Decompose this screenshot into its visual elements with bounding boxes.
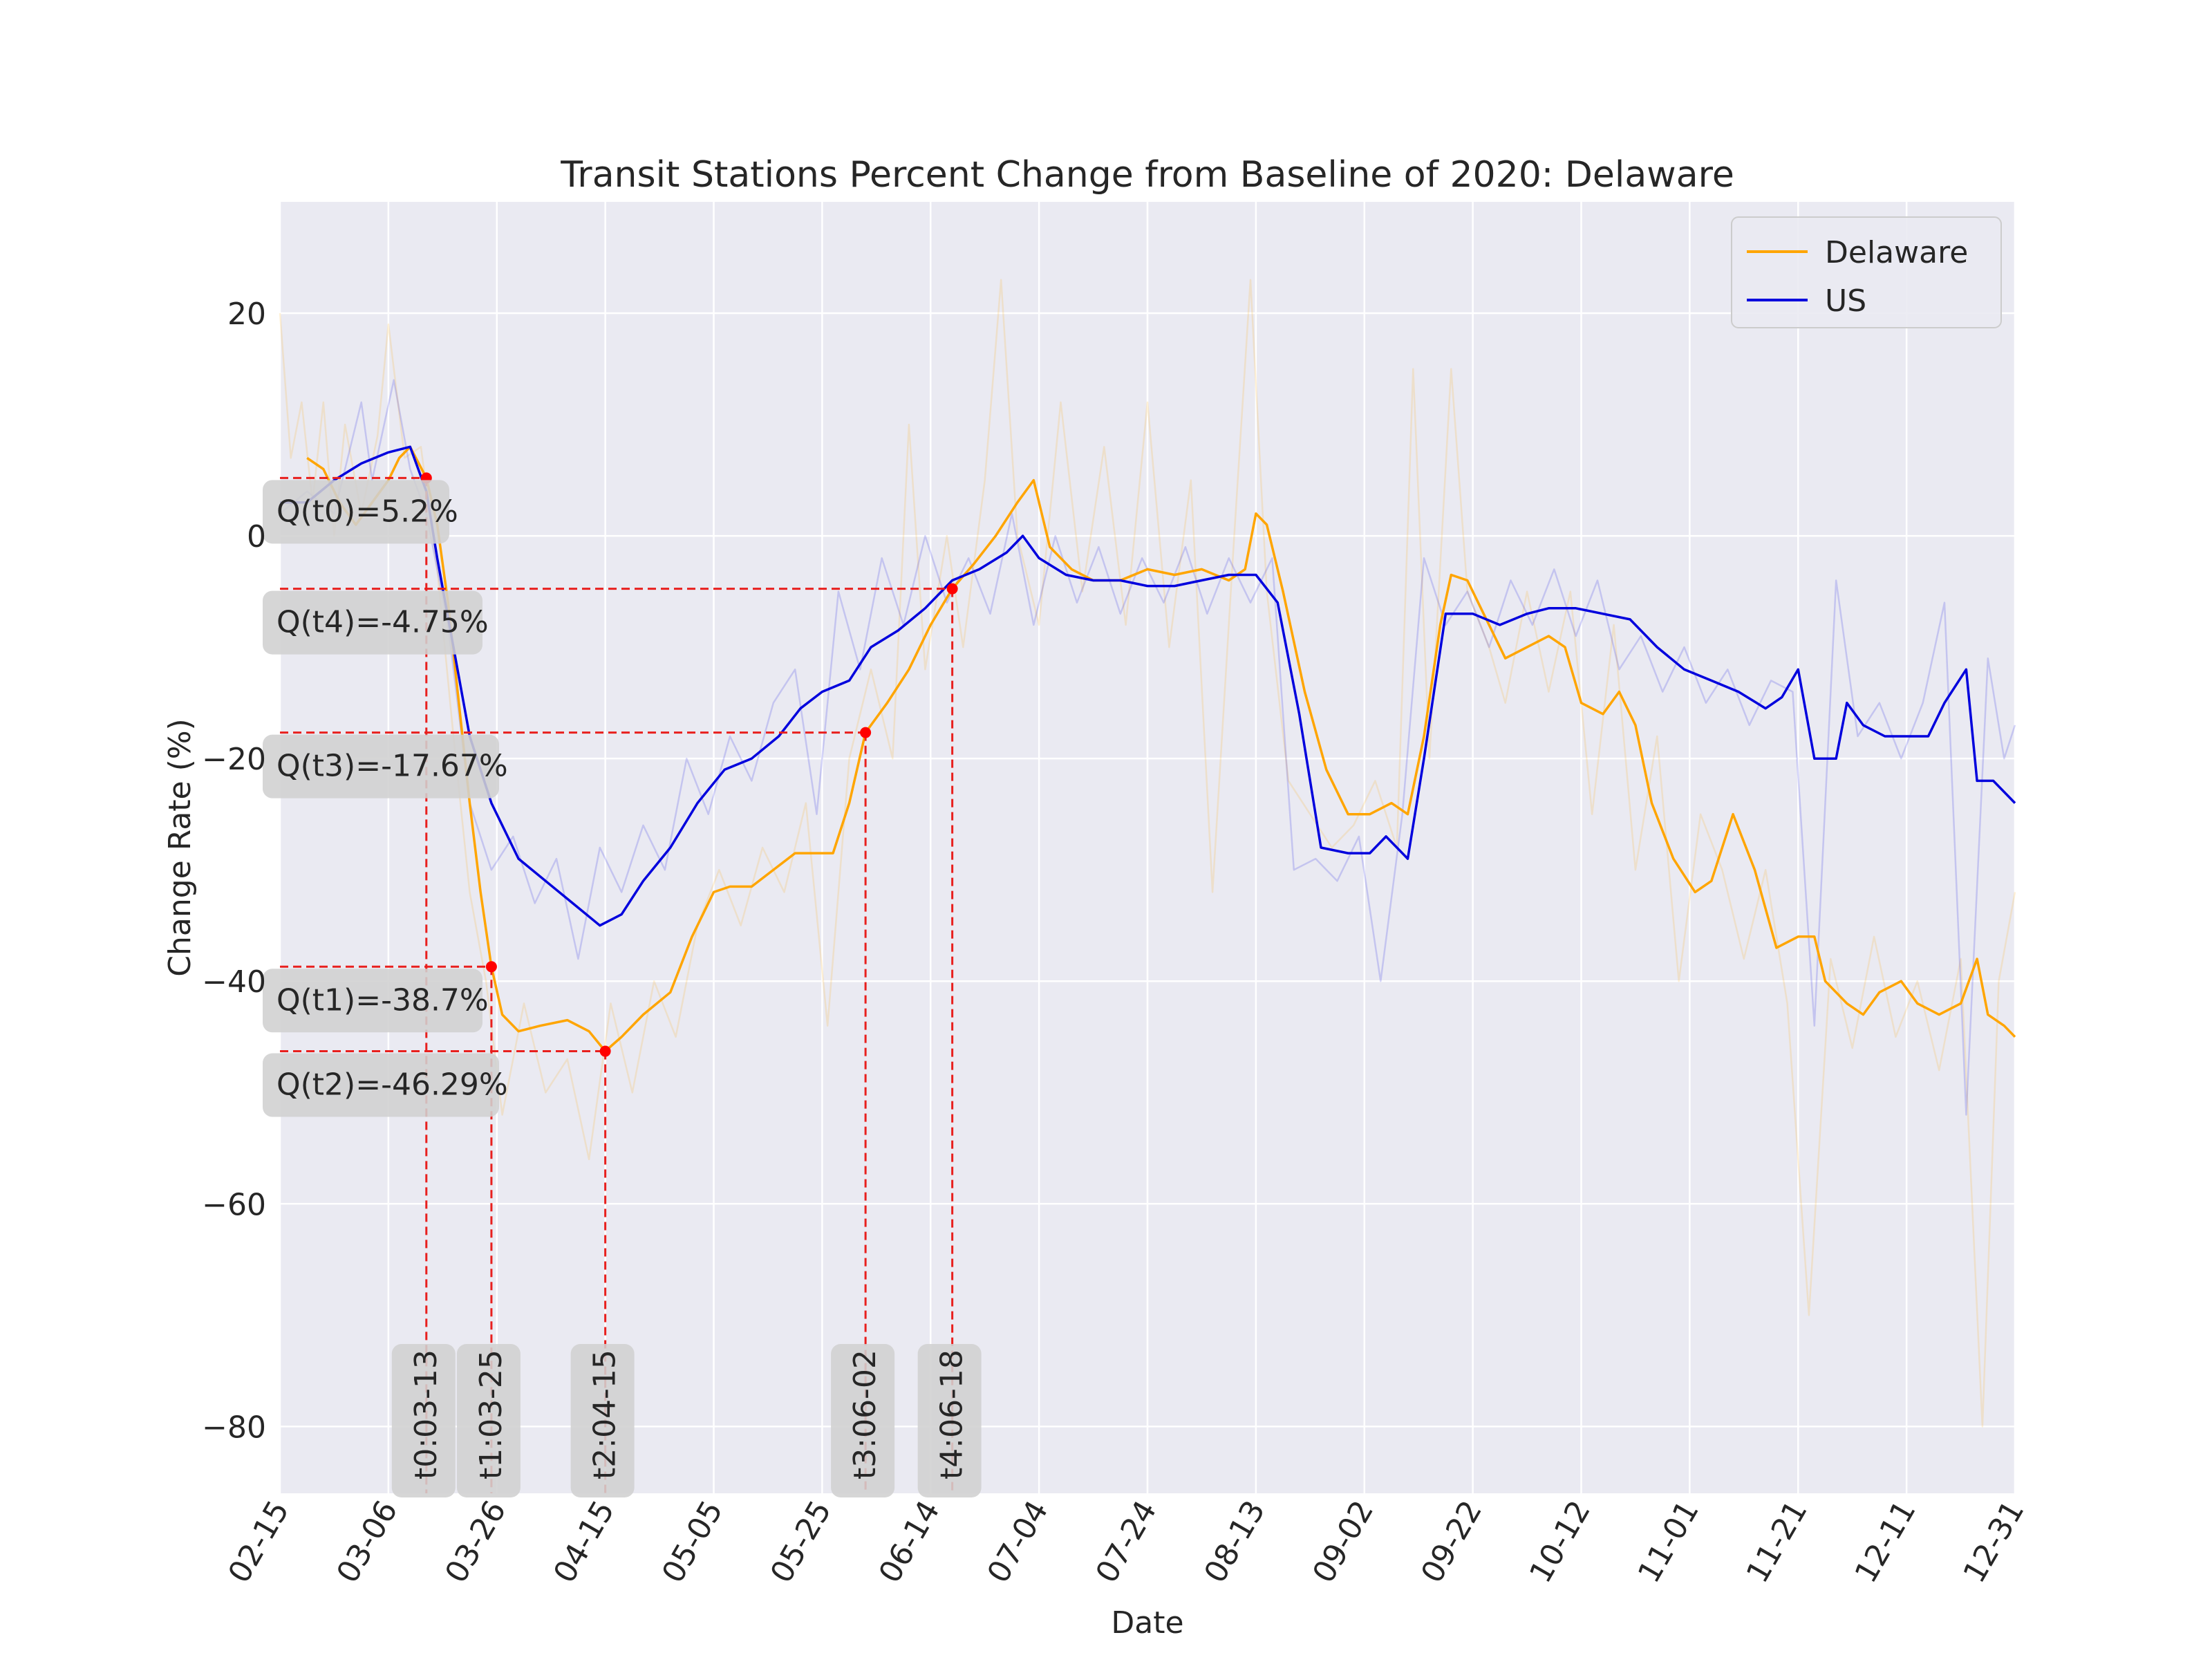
value-label-box-t4	[263, 590, 482, 655]
x-tick-label: 04-15	[547, 1495, 621, 1589]
legend: Delaware US	[1731, 216, 2002, 328]
date-label-box-t1	[456, 1344, 521, 1497]
value-label-box-t0	[263, 480, 449, 544]
x-tick-label: 03-26	[438, 1495, 513, 1589]
x-tick-label: 10-12	[1523, 1495, 1597, 1589]
date-label-t3: t3:06-02	[847, 1350, 883, 1479]
x-tick-label: 12-31	[1956, 1495, 2031, 1589]
x-tick-label: 12-11	[1848, 1495, 1923, 1589]
x-tick-label: 11-21	[1740, 1495, 1815, 1589]
date-label-box-t0	[391, 1344, 456, 1497]
x-tick-label: 02-15	[221, 1495, 296, 1589]
x-tick-label: 07-04	[981, 1495, 1056, 1589]
value-label-box-t3	[263, 734, 499, 799]
series-line-us	[280, 445, 2016, 927]
date-label-t1: t1:03-25	[474, 1350, 509, 1479]
marker-t4	[946, 583, 958, 595]
x-tick-label: 08-13	[1197, 1495, 1272, 1589]
date-label-t2: t2:04-15	[588, 1350, 623, 1479]
y-tick-label: −20	[202, 742, 266, 777]
y-tick-label: −40	[202, 964, 266, 1000]
x-tick-label: 07-24	[1089, 1495, 1163, 1589]
marker-t3	[860, 727, 872, 738]
y-tick-label: −60	[202, 1187, 266, 1222]
marker-t2	[599, 1045, 611, 1057]
legend-label-us: US	[1825, 283, 1866, 319]
date-label-box-t2	[570, 1344, 635, 1497]
x-tick-label: 09-22	[1414, 1495, 1489, 1589]
annotation-guides: Q(t0)=5.2% t0:03-13 Q(t1)=-38.7% t1:03-25 Q(…	[263, 472, 982, 1497]
value-label-box-t2	[263, 1053, 499, 1117]
date-label-t0: t0:03-13	[409, 1350, 444, 1479]
legend-label-delaware: Delaware	[1825, 235, 1968, 270]
value-label-t0: Q(t0)=5.2%	[276, 494, 458, 529]
value-label-t4: Q(t4)=-4.75%	[276, 605, 489, 640]
value-label-t1: Q(t1)=-38.7%	[276, 982, 489, 1018]
chart-title: Transit Stations Percent Change from Bas…	[560, 154, 1734, 196]
x-tick-label: 05-05	[655, 1495, 730, 1589]
marker-t1	[485, 961, 497, 973]
date-label-t4: t4:06-18	[935, 1350, 970, 1479]
x-tick-label: 11-01	[1631, 1495, 1706, 1589]
y-tick-label: 20	[227, 297, 266, 332]
x-axis-label: Date	[1111, 1605, 1183, 1641]
raw-daily-line	[279, 379, 2016, 1116]
series-lines	[280, 445, 2016, 1053]
grid	[279, 202, 2016, 1493]
value-label-box-t1	[263, 969, 482, 1033]
x-tick-label: 03-06	[330, 1495, 404, 1589]
y-tick-label: 0	[247, 519, 266, 554]
y-axis-label: Change Rate (%)	[162, 718, 198, 976]
series-line-delaware	[306, 445, 2016, 1053]
x-tick-label: 09-02	[1306, 1495, 1380, 1589]
value-label-t3: Q(t3)=-17.67%	[276, 749, 508, 784]
date-label-box-t3	[831, 1344, 895, 1497]
x-tick-label: 06-14	[872, 1495, 947, 1589]
value-label-t2: Q(t2)=-46.29%	[276, 1067, 508, 1103]
y-tick-label: −80	[202, 1410, 266, 1445]
date-label-box-t4	[917, 1344, 982, 1497]
x-tick-label: 05-25	[764, 1495, 838, 1589]
